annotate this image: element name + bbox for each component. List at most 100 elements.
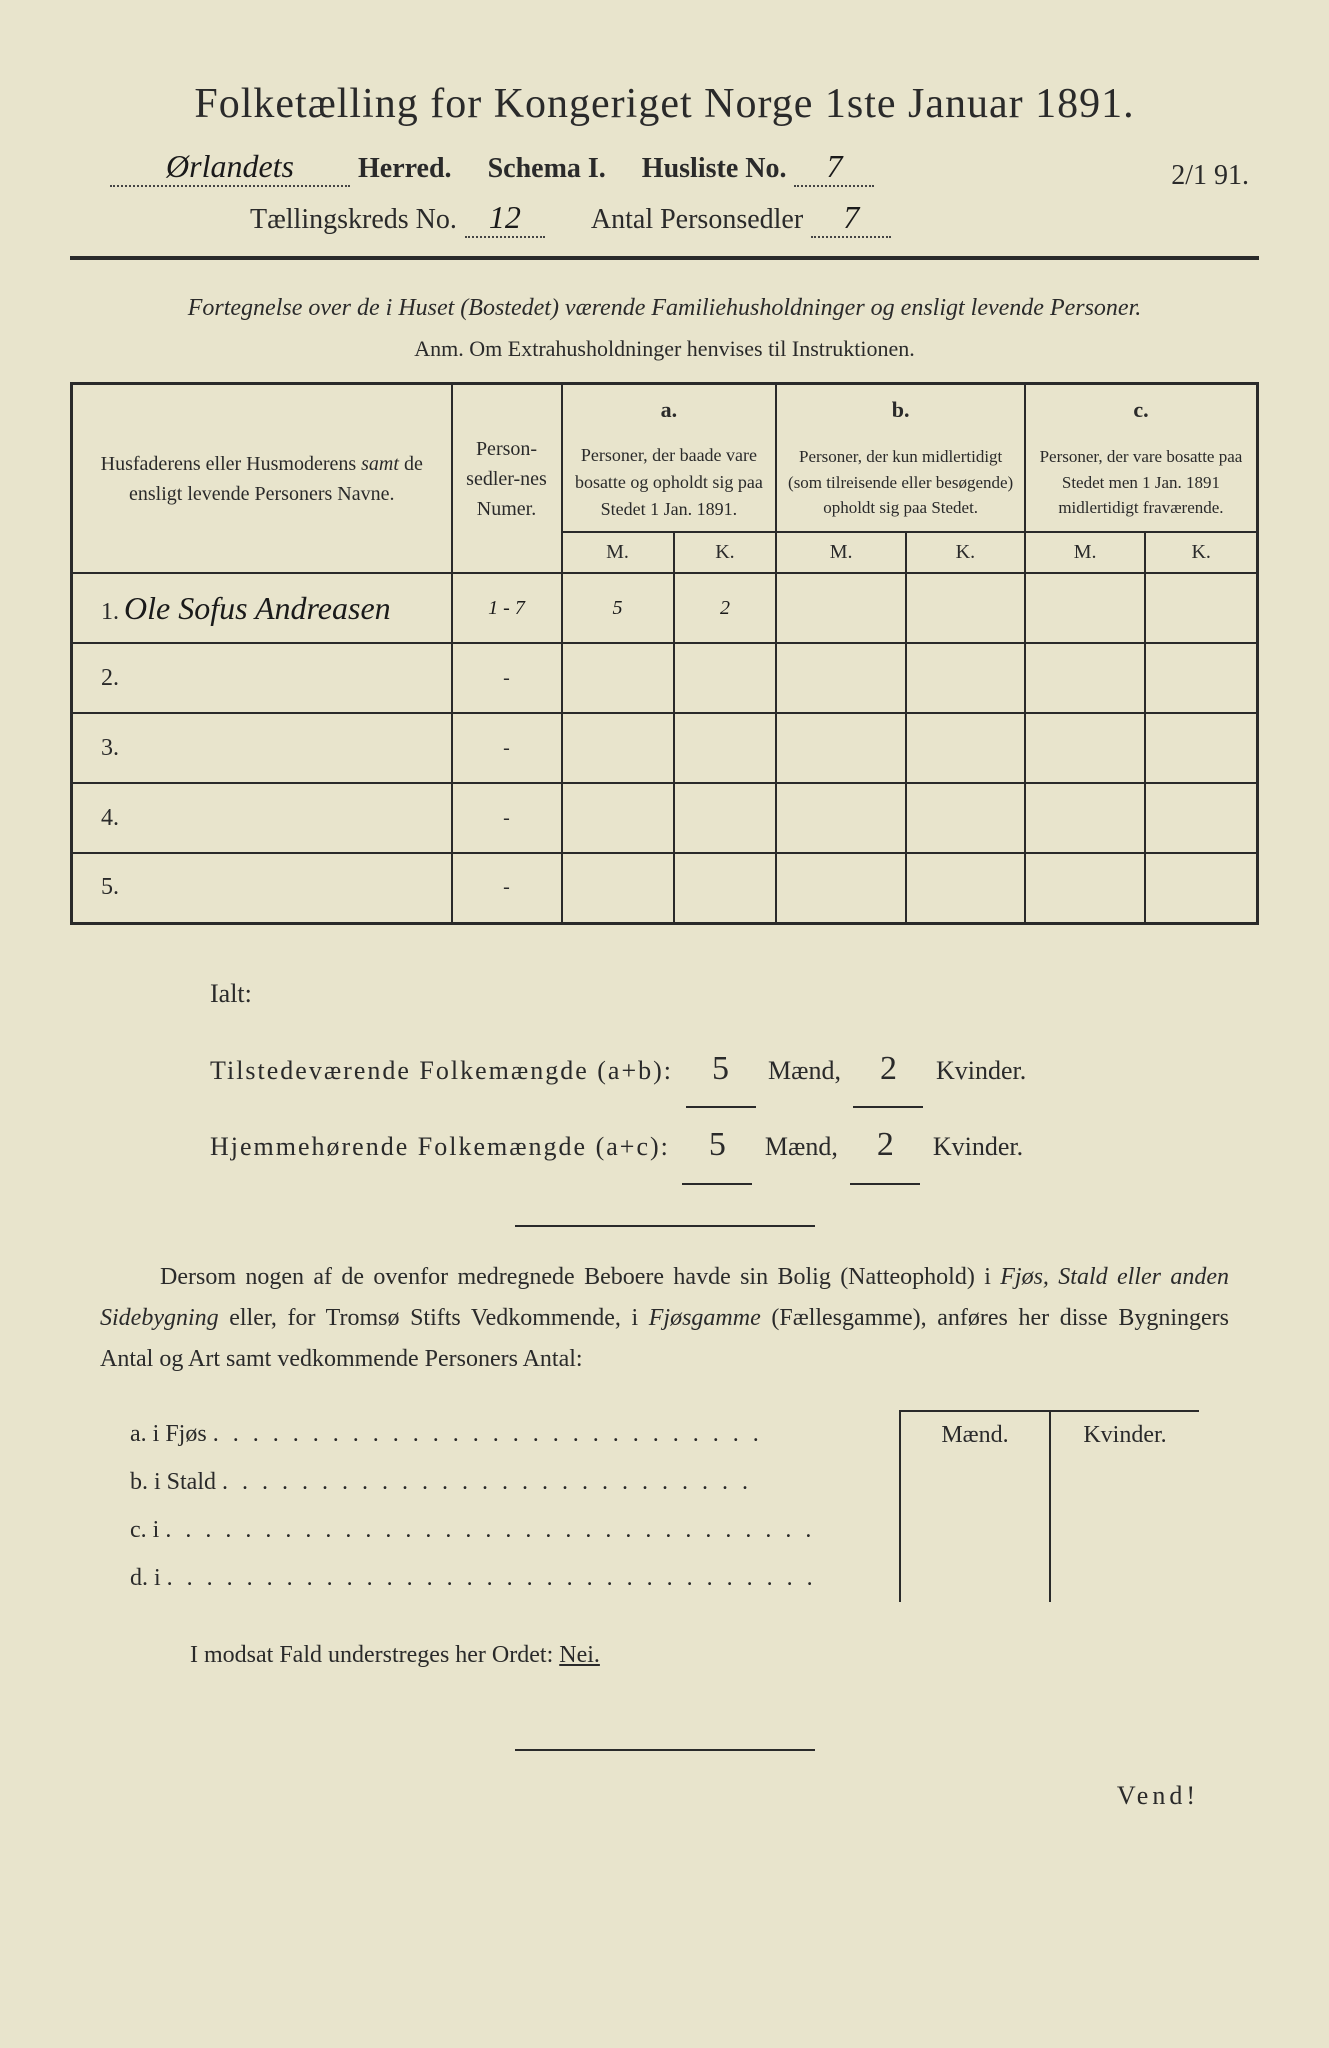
kvinder-label: Kvinder. — [933, 1132, 1023, 1161]
col-c-header: Personer, der vare bosatte paa Stedet me… — [1025, 434, 1258, 532]
table-row: 5. - — [72, 853, 1258, 923]
cell — [906, 643, 1025, 713]
cell — [1145, 643, 1257, 713]
divider — [515, 1225, 815, 1227]
outbuilding-table: a. i Fjøs . . . . . . . . . . . . . . . … — [70, 1410, 1259, 1602]
nei-word: Nei. — [559, 1642, 600, 1668]
text: Dersom nogen af de ovenfor medregnede Be… — [160, 1264, 1000, 1290]
row-num: 4. — [81, 805, 119, 831]
header-line-2: Tællingskreds No. 12 Antal Personsedler … — [70, 199, 1259, 238]
cell: - — [452, 643, 562, 713]
row-b: b. i Stald . . . . . . . . . . . . . . .… — [130, 1458, 899, 1506]
cell — [906, 713, 1025, 783]
tilstede-m: 5 — [686, 1032, 756, 1109]
cell: - — [452, 853, 562, 923]
cell — [906, 783, 1025, 853]
cell — [1025, 643, 1145, 713]
hjemme-m: 5 — [682, 1108, 752, 1185]
col-a-m: M. — [562, 532, 674, 573]
col-b-header: Personer, der kun midlertidigt (som tilr… — [776, 434, 1025, 532]
col-a-k: K. — [674, 532, 777, 573]
cell — [674, 783, 777, 853]
divider — [515, 1749, 815, 1751]
kvinder-col: Kvinder. — [1049, 1412, 1199, 1602]
col-b-m: M. — [776, 532, 906, 573]
date-corner: 2/1 91. — [1171, 160, 1249, 192]
cell: - — [452, 713, 562, 783]
cell — [562, 853, 674, 923]
cell — [1025, 573, 1145, 643]
cell — [1025, 713, 1145, 783]
row-name: Ole Sofus Andreasen — [124, 590, 391, 626]
cell — [674, 853, 777, 923]
row-c: c. i . . . . . . . . . . . . . . . . . .… — [130, 1506, 899, 1554]
antal-value: 7 — [811, 199, 891, 238]
antal-label: Antal Personsedler — [591, 204, 803, 236]
row-num: 2. — [81, 665, 119, 691]
cell — [776, 643, 906, 713]
text: eller, for Tromsø Stifts Vedkommende, i — [219, 1305, 649, 1331]
husliste-value: 7 — [794, 148, 874, 187]
col-a-letter: a. — [562, 384, 777, 435]
cell — [906, 573, 1025, 643]
kreds-label: Tællingskreds No. — [250, 204, 457, 236]
outbuilding-paragraph: Dersom nogen af de ovenfor medregnede Be… — [70, 1257, 1259, 1379]
row-a: a. i Fjøs . . . . . . . . . . . . . . . … — [130, 1410, 899, 1458]
kvinder-label: Kvinder. — [936, 1056, 1026, 1085]
anm-note: Anm. Om Extrahusholdninger henvises til … — [70, 336, 1259, 362]
maend-label: Mænd, — [768, 1056, 841, 1085]
cell — [776, 783, 906, 853]
cell: - — [452, 783, 562, 853]
table-row: 4. - — [72, 783, 1258, 853]
row-num: 1. — [81, 599, 119, 625]
row-num: 5. — [81, 874, 119, 900]
tilstede-label: Tilstedeværende Folkemængde (a+b): — [210, 1056, 673, 1085]
subtitle: Fortegnelse over de i Huset (Bostedet) v… — [70, 290, 1259, 326]
ialt-label: Ialt: — [210, 965, 1259, 1022]
col-numer-header: Person-sedler-nes Numer. — [452, 384, 562, 574]
herred-value: Ørlandets — [110, 148, 350, 187]
kreds-value: 12 — [465, 199, 545, 238]
col-c-m: M. — [1025, 532, 1145, 573]
text: Fjøsgamme — [649, 1305, 761, 1331]
totals-block: Ialt: Tilstedeværende Folkemængde (a+b):… — [70, 965, 1259, 1186]
col-name-header: Husfaderens eller Husmoderens samt de en… — [72, 384, 452, 574]
census-table: Husfaderens eller Husmoderens samt de en… — [70, 382, 1259, 925]
schema-label: Schema I. — [488, 153, 606, 185]
cell — [562, 713, 674, 783]
col-c-k: K. — [1145, 532, 1257, 573]
herred-label: Herred. — [358, 153, 452, 185]
divider — [70, 256, 1259, 260]
cell — [1025, 783, 1145, 853]
modsat-line: I modsat Fald understreges her Ordet: Ne… — [70, 1642, 1259, 1669]
cell: 5 — [562, 573, 674, 643]
page-title: Folketælling for Kongeriget Norge 1ste J… — [70, 80, 1259, 128]
cell — [1145, 573, 1257, 643]
cell — [1025, 853, 1145, 923]
row-d: d. i . . . . . . . . . . . . . . . . . .… — [130, 1554, 899, 1602]
cell — [776, 573, 906, 643]
col-b-letter: b. — [776, 384, 1025, 435]
cell — [1145, 853, 1257, 923]
cell — [562, 643, 674, 713]
hjemme-k: 2 — [850, 1108, 920, 1185]
header-line-1: Ørlandets Herred. Schema I. Husliste No.… — [70, 148, 1259, 187]
table-row: 1. Ole Sofus Andreasen 1 - 7 5 2 — [72, 573, 1258, 643]
cell — [906, 853, 1025, 923]
cell — [674, 713, 777, 783]
maend-col: Mænd. — [899, 1412, 1049, 1602]
tilstede-k: 2 — [853, 1032, 923, 1109]
col-a-header: Personer, der baade vare bosatte og opho… — [562, 434, 777, 532]
table-row: 3. - — [72, 713, 1258, 783]
col-c-letter: c. — [1025, 384, 1258, 435]
modsat-text: I modsat Fald understreges her Ordet: — [190, 1642, 559, 1668]
husliste-label: Husliste No. — [642, 153, 787, 185]
hjemme-label: Hjemmehørende Folkemængde (a+c): — [210, 1132, 670, 1161]
col-b-k: K. — [906, 532, 1025, 573]
cell: 2 — [674, 573, 777, 643]
cell — [776, 713, 906, 783]
cell — [562, 783, 674, 853]
row-num: 3. — [81, 735, 119, 761]
cell — [1145, 713, 1257, 783]
cell — [674, 643, 777, 713]
